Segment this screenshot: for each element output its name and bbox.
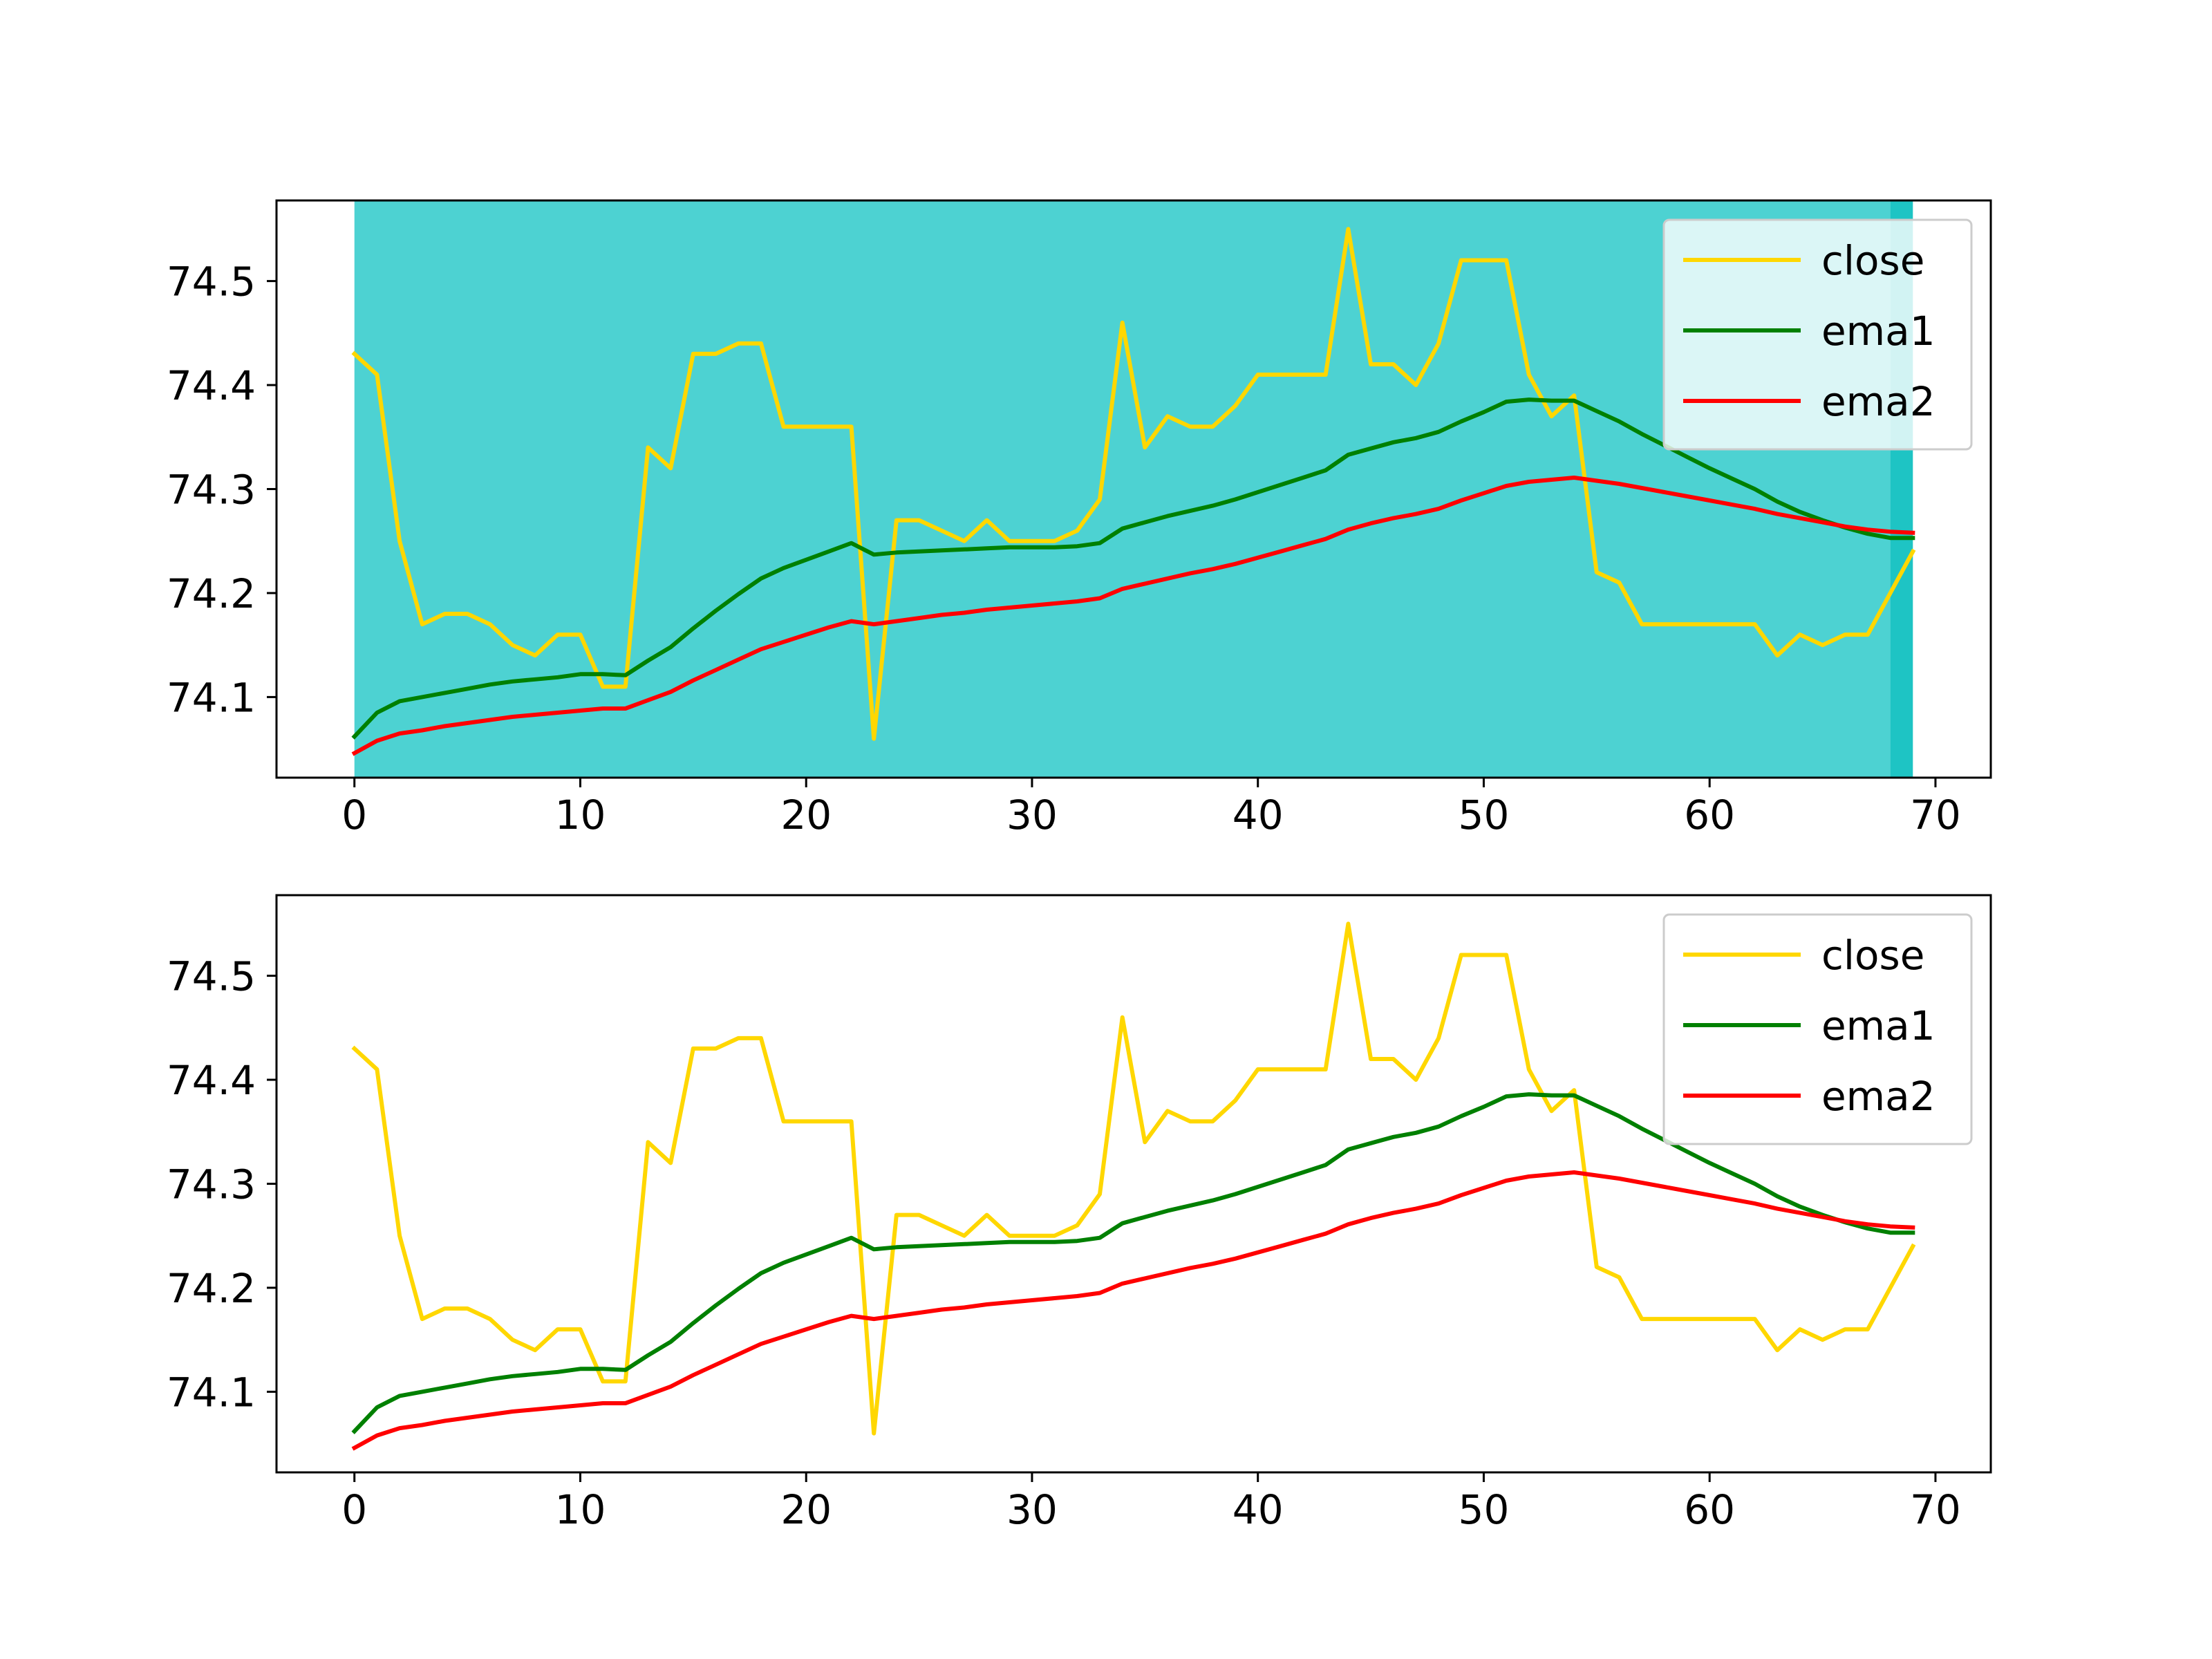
close-line xyxy=(351,227,1916,741)
y-tick-label: 74.3 xyxy=(167,467,256,514)
x-tick-label: 40 xyxy=(1232,1486,1284,1533)
x-tick-label: 60 xyxy=(1684,791,1735,838)
ema1-line xyxy=(351,397,1915,740)
x-tick-label: 40 xyxy=(1232,791,1284,838)
legend-box xyxy=(1662,218,1973,451)
y-tick-label: 74.2 xyxy=(167,570,256,617)
y-tick-label: 74.5 xyxy=(167,953,256,1000)
shaded-span-0 xyxy=(354,200,1891,778)
bottom-chart: 0 10 20 30 40 50 60 70 74.1 74.2 74.3 74.4 74.5 close… xyxy=(167,894,1992,1533)
legend: close ema1 ema2 xyxy=(1662,218,1973,451)
close-line xyxy=(351,921,1916,1436)
y-tick-label: 74.1 xyxy=(167,674,256,721)
legend-label-ema1: ema1 xyxy=(1821,1002,1936,1049)
x-tick-label: 30 xyxy=(1006,1486,1058,1533)
x-tick-label: 30 xyxy=(1006,791,1058,838)
legend-label-ema2: ema2 xyxy=(1821,1073,1936,1120)
x-tick-label: 70 xyxy=(1910,1486,1961,1533)
legend: close ema1 ema2 xyxy=(1662,913,1973,1145)
y-tick-label: 74.4 xyxy=(167,362,256,409)
ema1-line xyxy=(351,1092,1915,1434)
x-tick-label: 10 xyxy=(555,1486,606,1533)
x-tick-label: 70 xyxy=(1910,791,1961,838)
x-tick-label: 0 xyxy=(341,1486,367,1533)
legend-label-close: close xyxy=(1821,932,1924,979)
ema2-line xyxy=(351,476,1915,756)
legend-label-close: close xyxy=(1821,237,1924,284)
x-tick-label: 10 xyxy=(555,791,606,838)
x-tick-label: 20 xyxy=(780,791,832,838)
y-tick-label: 74.1 xyxy=(167,1369,256,1416)
x-tick-label: 20 xyxy=(780,1486,832,1533)
x-tick-label: 60 xyxy=(1684,1486,1735,1533)
y-tick-label: 74.4 xyxy=(167,1057,256,1104)
top-chart: 0 10 20 30 40 50 60 70 74.1 74.2 74.3 74.4 74.5 close… xyxy=(167,199,1992,838)
x-tick-label: 0 xyxy=(341,791,367,838)
legend-box xyxy=(1662,913,1973,1145)
y-tick-label: 74.2 xyxy=(167,1265,256,1312)
y-tick-label: 74.3 xyxy=(167,1161,256,1208)
x-tick-label: 50 xyxy=(1459,791,1510,838)
x-tick-label: 50 xyxy=(1459,1486,1510,1533)
y-tick-label: 74.5 xyxy=(167,259,256,306)
legend-label-ema2: ema2 xyxy=(1821,378,1936,425)
ema2-line xyxy=(351,1170,1915,1451)
legend-label-ema1: ema1 xyxy=(1821,308,1936,355)
